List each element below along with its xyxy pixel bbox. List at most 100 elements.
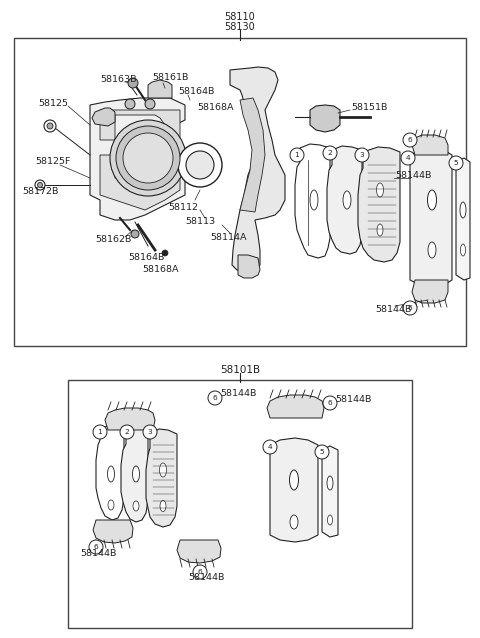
Ellipse shape — [290, 515, 298, 529]
Text: 58112: 58112 — [168, 202, 198, 212]
Polygon shape — [310, 105, 340, 132]
Bar — [14, 38, 466, 346]
Ellipse shape — [428, 190, 436, 210]
Polygon shape — [270, 438, 318, 542]
Circle shape — [290, 148, 304, 162]
Text: 58144B: 58144B — [188, 574, 224, 582]
Text: 58144B: 58144B — [375, 306, 411, 315]
Polygon shape — [96, 426, 124, 520]
Ellipse shape — [133, 501, 139, 511]
Text: 58114A: 58114A — [210, 232, 247, 242]
Circle shape — [403, 133, 417, 147]
Polygon shape — [322, 446, 338, 537]
Text: 58162B: 58162B — [95, 235, 132, 244]
Circle shape — [47, 123, 53, 129]
Ellipse shape — [108, 466, 115, 482]
Text: 58113: 58113 — [185, 218, 215, 226]
Circle shape — [123, 133, 173, 183]
Text: 58168A: 58168A — [197, 103, 233, 112]
Text: 3: 3 — [360, 152, 364, 158]
Ellipse shape — [327, 476, 333, 490]
Ellipse shape — [377, 224, 383, 236]
Text: 4: 4 — [268, 444, 272, 450]
Polygon shape — [230, 67, 285, 272]
Circle shape — [186, 151, 214, 179]
Text: 58144B: 58144B — [335, 396, 372, 404]
Text: 58144B: 58144B — [80, 549, 116, 558]
Text: 6: 6 — [328, 400, 332, 406]
Polygon shape — [240, 98, 265, 212]
Polygon shape — [100, 110, 180, 210]
Text: 6: 6 — [213, 395, 217, 401]
Text: 58144B: 58144B — [395, 170, 432, 179]
Circle shape — [120, 425, 134, 439]
Ellipse shape — [310, 190, 318, 210]
Text: 1: 1 — [97, 429, 102, 435]
Text: 6: 6 — [94, 544, 98, 550]
Text: 58172B: 58172B — [22, 188, 59, 197]
Ellipse shape — [428, 242, 436, 258]
Circle shape — [110, 120, 186, 196]
Text: 1: 1 — [295, 152, 300, 158]
Text: 2: 2 — [328, 150, 332, 156]
Text: 5: 5 — [454, 160, 458, 166]
Circle shape — [116, 126, 180, 190]
Circle shape — [125, 99, 135, 109]
Text: 58125F: 58125F — [35, 158, 71, 167]
Text: 58164B: 58164B — [178, 87, 215, 96]
Text: 3: 3 — [148, 429, 152, 435]
Polygon shape — [121, 427, 148, 522]
Circle shape — [193, 565, 207, 579]
Circle shape — [143, 425, 157, 439]
Polygon shape — [238, 255, 260, 278]
Ellipse shape — [108, 500, 114, 510]
Polygon shape — [105, 408, 155, 430]
Polygon shape — [267, 395, 324, 418]
Circle shape — [355, 148, 369, 162]
Text: 58110: 58110 — [225, 12, 255, 22]
Circle shape — [449, 156, 463, 170]
Circle shape — [323, 146, 337, 160]
Polygon shape — [412, 135, 448, 155]
Text: 6: 6 — [198, 569, 202, 575]
Text: 58101B: 58101B — [220, 365, 260, 375]
Polygon shape — [327, 146, 362, 254]
Polygon shape — [412, 280, 448, 303]
Polygon shape — [146, 429, 177, 527]
Bar — [68, 380, 412, 628]
Circle shape — [162, 250, 168, 256]
Circle shape — [93, 425, 107, 439]
Ellipse shape — [327, 515, 333, 525]
Polygon shape — [177, 540, 221, 563]
Ellipse shape — [159, 463, 167, 477]
Polygon shape — [90, 98, 185, 220]
Polygon shape — [410, 148, 452, 287]
Text: 58163B: 58163B — [100, 75, 136, 84]
Polygon shape — [148, 80, 172, 98]
Text: 6: 6 — [408, 137, 412, 143]
Circle shape — [315, 445, 329, 459]
Text: 58144B: 58144B — [220, 390, 256, 399]
Circle shape — [178, 143, 222, 187]
Polygon shape — [92, 108, 115, 126]
Circle shape — [145, 99, 155, 109]
Ellipse shape — [460, 202, 466, 218]
Circle shape — [37, 182, 43, 188]
Polygon shape — [93, 520, 133, 543]
Text: 58151B: 58151B — [351, 103, 387, 112]
Circle shape — [401, 151, 415, 165]
Text: 2: 2 — [125, 429, 130, 435]
Ellipse shape — [132, 466, 140, 482]
Ellipse shape — [289, 470, 299, 490]
Circle shape — [131, 230, 139, 238]
Text: 5: 5 — [320, 449, 324, 455]
Text: 6: 6 — [408, 305, 412, 311]
Ellipse shape — [160, 500, 166, 512]
Text: 4: 4 — [406, 155, 410, 161]
Circle shape — [44, 120, 56, 132]
Polygon shape — [456, 158, 470, 280]
Circle shape — [263, 440, 277, 454]
Ellipse shape — [460, 244, 466, 256]
Circle shape — [35, 180, 45, 190]
Text: 58130: 58130 — [225, 22, 255, 32]
